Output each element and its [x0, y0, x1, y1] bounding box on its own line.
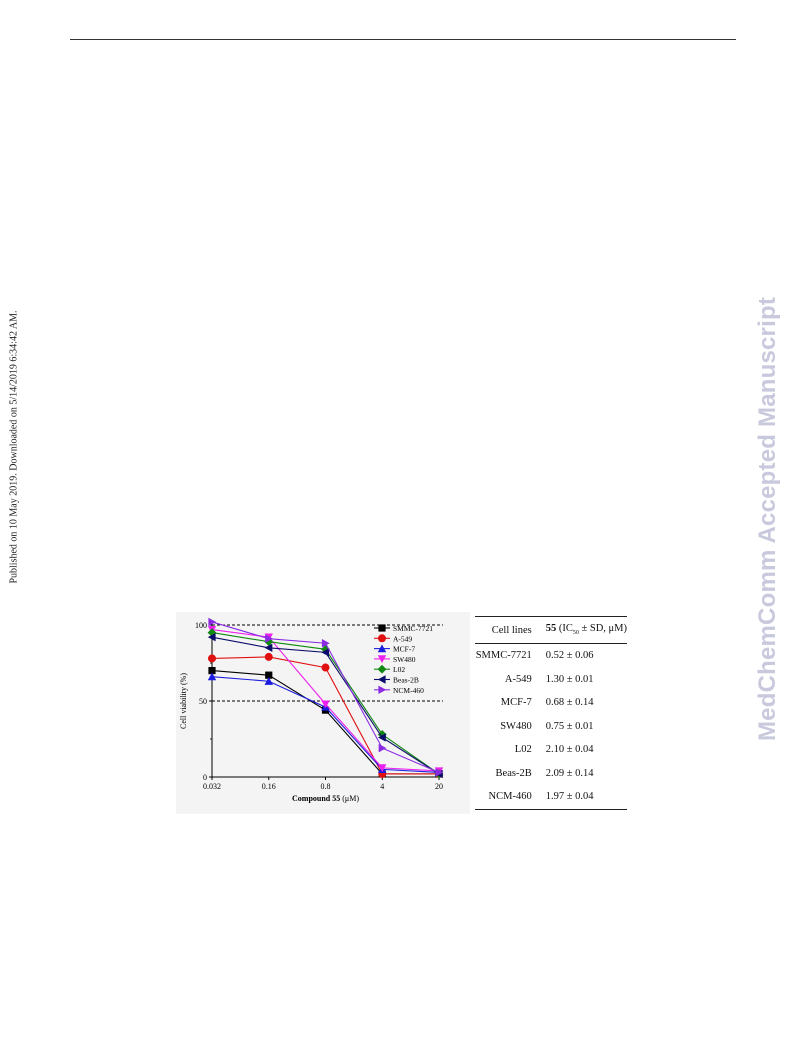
- data-point-ncm-460: [435, 768, 444, 777]
- x-tick-label: 0.8: [321, 782, 331, 791]
- legend-marker: [377, 675, 386, 684]
- x-tick-label: 4: [380, 782, 384, 791]
- legend-label: SMMC-7721: [393, 624, 433, 633]
- header-ic-prefix: (IC: [556, 623, 573, 635]
- cell-line-name: SMMC-7721: [475, 650, 532, 662]
- x-axis-title-compound: Compound 55: [292, 794, 340, 803]
- x-tick-label: 0.032: [203, 782, 221, 791]
- ic50-value: 1.30 ± 0.01: [545, 673, 594, 685]
- data-point-ncm-460: [378, 743, 387, 753]
- header-ic-suffix: ± SD, μM): [578, 623, 627, 635]
- header-ic50: 55 (IC50 ± SD, μM): [541, 616, 627, 644]
- data-point-ncm-460: [208, 617, 217, 627]
- table-row: SMMC-7721 0.52 ± 0.06: [475, 644, 627, 668]
- header-compound: 55: [545, 623, 557, 635]
- data-point-beas-2b: [378, 733, 386, 742]
- cell-line-name: MCF-7: [500, 697, 532, 709]
- ic50-value: 2.10 ± 0.04: [545, 744, 594, 756]
- y-tick-label: 50: [199, 697, 207, 706]
- legend-marker: [377, 664, 387, 674]
- legend-label: A-549: [393, 634, 412, 643]
- y-axis-title: Cell viability (%): [179, 673, 188, 729]
- table-row: Beas-2B 2.09 ± 0.14: [475, 762, 627, 786]
- legend-label: NCM-460: [393, 686, 424, 695]
- y-tick-label: 100: [195, 621, 207, 630]
- legend-label: SW480: [393, 655, 416, 664]
- table-row: A-549 1.30 ± 0.01: [475, 668, 627, 692]
- data-point-a-549: [321, 663, 330, 672]
- data-point-mcf-7: [207, 672, 217, 681]
- ic50-value: 2.09 ± 0.14: [545, 767, 594, 779]
- data-point-mcf-7: [264, 677, 273, 685]
- data-point-beas-2b: [321, 648, 330, 657]
- table-row: SW480 0.75 ± 0.01: [475, 715, 627, 739]
- data-point-smmc-7721: [265, 671, 273, 679]
- legend-label: MCF-7: [393, 645, 415, 654]
- cell-line-name: SW480: [500, 720, 532, 732]
- legend-label: Beas-2B: [393, 676, 419, 685]
- legend-marker: [377, 655, 387, 664]
- ic50-value: 0.68 ± 0.14: [545, 697, 594, 709]
- table-row: L02 2.10 ± 0.04: [475, 738, 627, 762]
- ic50-value: 1.97 ± 0.04: [541, 785, 627, 810]
- legend-marker: [378, 634, 386, 643]
- x-axis-title-unit: (μM): [340, 794, 359, 803]
- header-ic-sub: 50: [572, 630, 579, 637]
- table-row: NCM-460 1.97 ± 0.04: [475, 785, 627, 810]
- x-tick-label: 20: [435, 782, 443, 791]
- cell-line-name: A-549: [504, 673, 532, 685]
- data-point-a-549: [208, 654, 216, 663]
- table-row: MCF-7 0.68 ± 0.14: [475, 691, 627, 715]
- ic50-value: 0.75 ± 0.01: [545, 720, 594, 732]
- chart-series: [207, 617, 444, 779]
- legend-marker: [377, 644, 387, 653]
- y-tick-label: 0: [203, 773, 207, 782]
- legend-marker: [378, 685, 387, 694]
- data-point-smmc-7721: [208, 667, 216, 675]
- data-point-beas-2b: [264, 643, 273, 652]
- data-point-ncm-460: [265, 634, 273, 643]
- legend-marker: [378, 624, 386, 632]
- publication-note: Published on 10 May 2019. Downloaded on …: [8, 310, 20, 584]
- data-point-ncm-460: [321, 639, 330, 648]
- x-axis-title: Compound 55 (μM): [292, 794, 359, 803]
- ic50-table: Cell lines 55 (IC50 ± SD, μM) SMMC-7721 0…: [475, 616, 627, 810]
- legend-label: L02: [393, 665, 405, 674]
- data-point-a-549: [264, 652, 273, 661]
- viability-chart-panel: 0 50 100 0.032 0.16 0.8 4 20 Compound 55 (μM) Cel…: [176, 612, 470, 814]
- cell-line-name: NCM-460: [475, 785, 542, 810]
- x-tick-label: 0.16: [262, 782, 276, 791]
- data-point-sw480: [321, 700, 330, 709]
- ic50-value: 0.52 ± 0.06: [545, 650, 594, 662]
- data-point-beas-2b: [207, 632, 216, 642]
- data-point-sw480: [378, 764, 387, 773]
- table-header-row: Cell lines 55 (IC50 ± SD, μM): [475, 616, 627, 644]
- viability-chart: 0 50 100 0.032 0.16 0.8 4 20 Compound 55 (μM) Cel…: [179, 617, 444, 803]
- cell-line-name: L02: [514, 744, 532, 756]
- cell-line-name: Beas-2B: [495, 767, 532, 779]
- header-rule: [70, 39, 736, 40]
- manuscript-watermark: MedChemComm Accepted Manuscript: [754, 296, 781, 742]
- header-cell-lines: Cell lines: [475, 616, 542, 644]
- series-line-a-549: [211, 656, 439, 775]
